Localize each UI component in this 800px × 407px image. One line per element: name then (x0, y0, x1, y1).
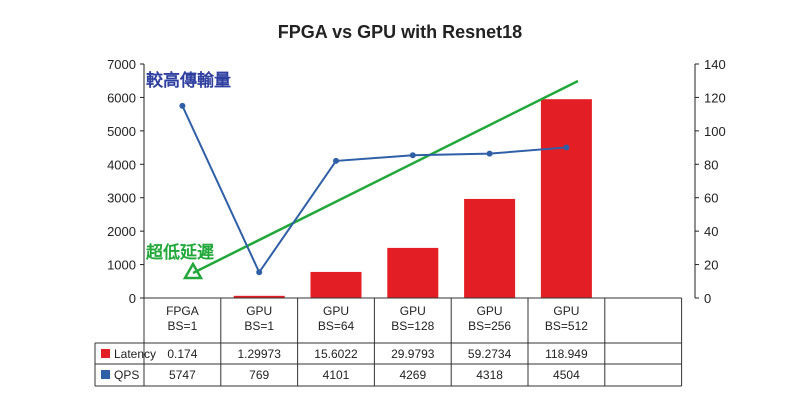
chart-title: FPGA vs GPU with Resnet18 (278, 22, 522, 42)
category-label-line2: BS=256 (468, 319, 511, 333)
right-tick-label: 120 (704, 90, 726, 105)
left-tick-label: 1000 (107, 258, 136, 273)
latency-bar (311, 272, 362, 298)
left-tick-label: 0 (129, 291, 136, 306)
left-tick-label: 3000 (107, 191, 136, 206)
qps-point (487, 151, 493, 157)
latency-bar (541, 99, 592, 298)
category-label-line1: GPU (323, 304, 349, 318)
table-cell-qps: 4101 (323, 368, 350, 382)
latency-bar (464, 199, 515, 298)
category-label-line2: BS=512 (545, 319, 588, 333)
right-tick-label: 100 (704, 124, 726, 139)
table-cell-qps: 4269 (399, 368, 426, 382)
left-tick-label: 5000 (107, 124, 136, 139)
qps-point (333, 158, 339, 164)
bar-series (157, 99, 592, 298)
left-tick-label: 2000 (107, 224, 136, 239)
category-label-line2: BS=1 (244, 319, 274, 333)
category-label-line1: GPU (477, 304, 503, 318)
qps-point (179, 103, 185, 109)
right-tick-label: 60 (704, 191, 718, 206)
annotation-high-throughput: 較高傳輸量 (146, 70, 231, 90)
legend-label-qps: QPS (114, 368, 139, 382)
trend-arrow (185, 81, 578, 278)
category-label-line2: BS=64 (318, 319, 355, 333)
right-tick-label: 140 (704, 57, 726, 72)
qps-point (410, 152, 416, 158)
table-cell-latency: 15.6022 (314, 347, 358, 361)
category-label-line2: BS=128 (391, 319, 434, 333)
left-tick-label: 4000 (107, 157, 136, 172)
qps-point (563, 144, 569, 150)
annotation-low-latency: 超低延遲 (146, 242, 214, 262)
category-label-line1: GPU (246, 304, 272, 318)
legend-key-latency (101, 349, 110, 358)
table-cell-qps: 769 (249, 368, 269, 382)
table-cell-qps: 4504 (553, 368, 580, 382)
table-cell-qps: 4318 (476, 368, 503, 382)
category-label-line1: FPGA (166, 304, 199, 318)
table-cell-latency: 1.29973 (238, 347, 282, 361)
left-tick-label: 6000 (107, 90, 136, 105)
table-cell-latency: 0.174 (167, 347, 197, 361)
right-tick-label: 20 (704, 258, 718, 273)
right-tick-label: 0 (704, 291, 711, 306)
category-label-line1: GPU (553, 304, 579, 318)
data-table: FPGABS=1GPUBS=1GPUBS=64GPUBS=128GPUBS=25… (95, 298, 682, 386)
category-label-line2: BS=1 (168, 319, 198, 333)
table-cell-latency: 118.949 (545, 347, 588, 361)
legend-label-latency: Latency (114, 347, 156, 361)
table-cell-latency: 59.2734 (468, 347, 512, 361)
left-tick-label: 7000 (107, 57, 136, 72)
right-tick-label: 40 (704, 224, 718, 239)
trend-arrow-line (193, 81, 578, 273)
table-cell-latency: 29.9793 (391, 347, 435, 361)
right-tick-label: 80 (704, 157, 718, 172)
qps-point (256, 269, 262, 275)
table-cell-qps: 5747 (169, 368, 196, 382)
legend-key-qps (101, 370, 110, 379)
category-label-line1: GPU (400, 304, 426, 318)
latency-bar (387, 248, 438, 298)
